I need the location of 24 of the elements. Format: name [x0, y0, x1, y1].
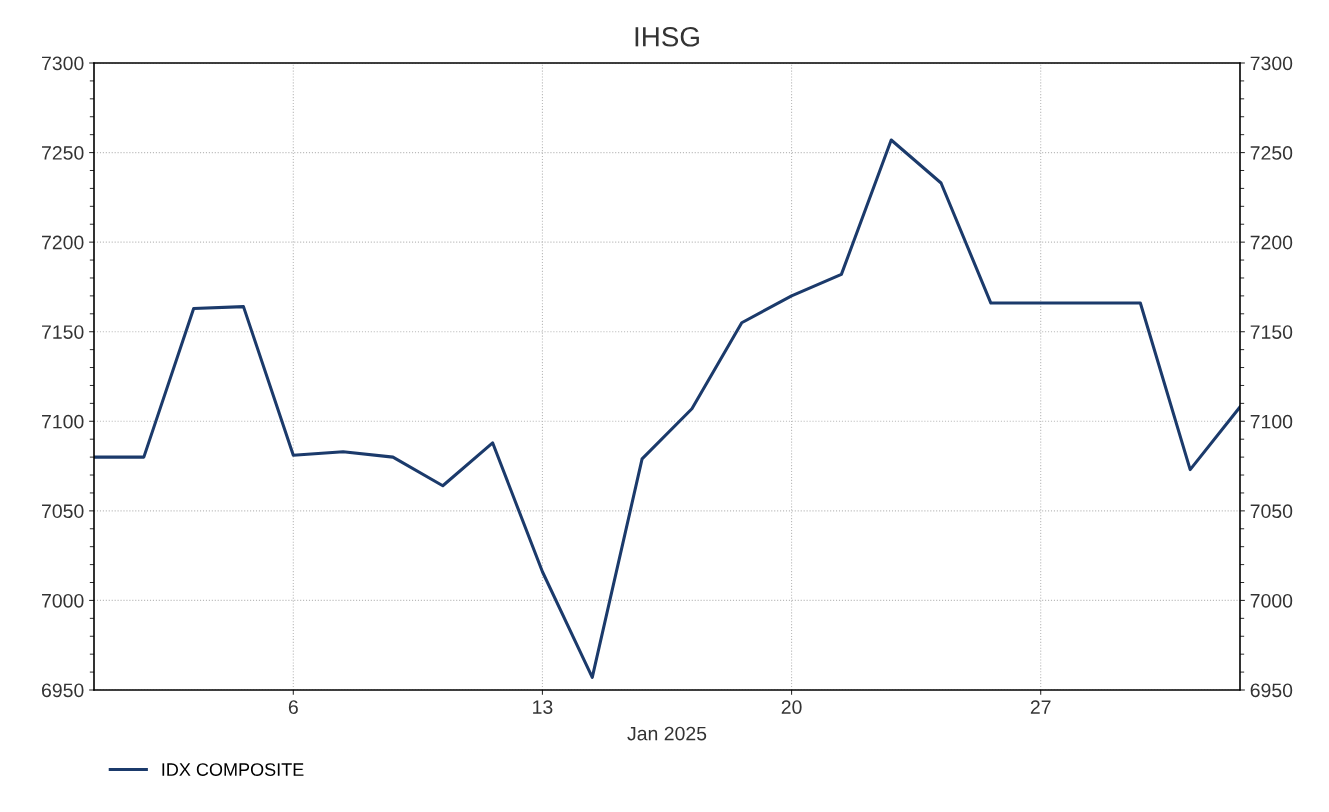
y-tick-label: 7100	[42, 414, 84, 429]
y2-tick-label: 7150	[1250, 325, 1293, 339]
x-tick-label: 20	[781, 700, 802, 714]
y-tick-label: 6950	[42, 683, 84, 698]
chart-title: IHSG	[635, 26, 699, 47]
y-tick-label: 7250	[42, 146, 84, 160]
y-tick-label: 7200	[42, 235, 84, 250]
x-tick-label: 13	[533, 700, 553, 714]
x-tick-label: 27	[1030, 700, 1051, 714]
x-axis-title: Jan 2025	[627, 726, 707, 741]
line-series	[94, 138, 1240, 679]
y-tick-label: 7000	[42, 593, 84, 608]
y2-tick-label: 7200	[1250, 235, 1293, 250]
y2-tick-label: 7100	[1250, 414, 1293, 429]
y2-tick-label: 7000	[1250, 593, 1293, 608]
y2-tick-label: 7300	[1250, 56, 1293, 71]
legend-label: IDX COMPOSITE	[162, 763, 304, 776]
y-tick-label: 7050	[42, 504, 84, 519]
y2-tick-label: 6950	[1250, 683, 1293, 698]
y-tick-label: 7150	[42, 325, 84, 339]
x-tick-label: 6	[288, 700, 298, 714]
y2-tick-label: 7250	[1250, 146, 1293, 160]
y2-tick-label: 7050	[1250, 504, 1293, 519]
y-tick-label: 7300	[42, 56, 84, 71]
